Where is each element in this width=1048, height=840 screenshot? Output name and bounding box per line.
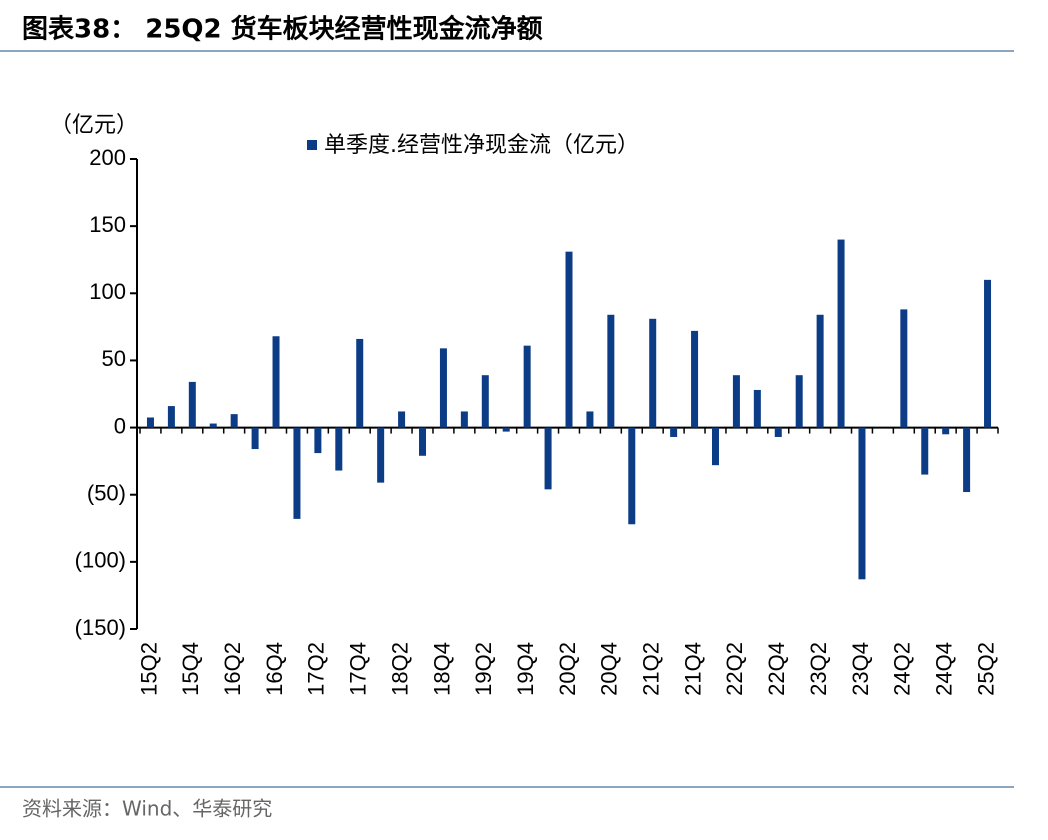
y-tick-label: (50)	[87, 481, 126, 506]
x-tick-label: 18Q2	[387, 642, 412, 696]
bar	[858, 427, 866, 580]
bar	[670, 427, 678, 437]
bar	[544, 427, 552, 490]
bar	[293, 427, 301, 519]
bar	[502, 427, 510, 432]
y-tick-label: 100	[89, 279, 126, 304]
bar	[230, 414, 238, 428]
chart-title: 图表38： 25Q2 货车板块经营性现金流净额	[22, 14, 543, 45]
bar	[565, 251, 573, 428]
bar	[272, 336, 280, 428]
y-tick-label: 150	[89, 212, 126, 237]
bar	[942, 427, 950, 435]
bar	[795, 375, 803, 428]
bar	[628, 427, 636, 525]
x-tick-label: 22Q4	[764, 642, 789, 696]
bar	[419, 427, 427, 456]
x-tick-label: 23Q2	[806, 642, 831, 696]
y-axis-label: （亿元）	[50, 113, 138, 138]
x-tick-label: 16Q4	[262, 642, 287, 696]
x-tick-label: 21Q4	[680, 642, 705, 696]
x-tick-label: 23Q4	[848, 642, 873, 696]
y-tick-label: (150)	[75, 615, 126, 640]
bar	[586, 411, 594, 428]
bar	[251, 427, 259, 450]
x-tick-label: 20Q2	[555, 642, 580, 696]
bar	[377, 427, 385, 483]
bar	[711, 427, 719, 466]
x-tick-label: 19Q4	[513, 642, 538, 696]
legend-swatch	[307, 140, 317, 150]
x-tick-label: 17Q2	[304, 642, 329, 696]
x-tick-label: 24Q4	[931, 642, 956, 696]
bar	[398, 411, 406, 428]
x-tick-label: 21Q2	[639, 642, 664, 696]
bar	[900, 309, 908, 428]
bar	[523, 345, 531, 428]
bar	[774, 427, 782, 437]
x-tick-label: 22Q2	[722, 642, 747, 696]
bar	[335, 427, 343, 471]
bar	[732, 375, 740, 428]
legend-label: 单季度.经营性净现金流（亿元）	[324, 133, 639, 158]
bar	[209, 423, 217, 428]
bar	[146, 417, 154, 428]
x-tick-label: 19Q2	[471, 642, 496, 696]
bar	[460, 411, 468, 428]
bar	[481, 375, 489, 428]
x-tick-label: 17Q4	[346, 642, 371, 696]
x-tick-label: 15Q4	[178, 642, 203, 696]
bar	[837, 239, 845, 428]
bar	[607, 314, 615, 428]
x-tick-label: 20Q4	[597, 642, 622, 696]
bar	[963, 427, 971, 493]
bar	[167, 406, 175, 428]
bar	[984, 279, 992, 428]
bar	[816, 314, 824, 428]
x-tick-label: 24Q2	[890, 642, 915, 696]
source: 资料来源：Wind、华泰研究	[22, 797, 272, 821]
y-tick-label: 0	[114, 413, 126, 438]
bar	[753, 389, 761, 428]
y-tick-label: 50	[102, 346, 126, 371]
x-tick-label: 18Q4	[429, 642, 454, 696]
y-tick-label: 200	[89, 145, 126, 170]
bar	[649, 318, 657, 428]
bar	[314, 427, 322, 454]
bar	[691, 330, 699, 428]
bar	[188, 381, 196, 428]
bar	[356, 338, 364, 428]
bar	[921, 427, 929, 475]
y-tick-label: (100)	[75, 548, 126, 573]
x-tick-label: 15Q2	[136, 642, 161, 696]
bar	[439, 348, 447, 428]
x-tick-label: 16Q2	[220, 642, 245, 696]
x-tick-label: 25Q2	[973, 642, 998, 696]
